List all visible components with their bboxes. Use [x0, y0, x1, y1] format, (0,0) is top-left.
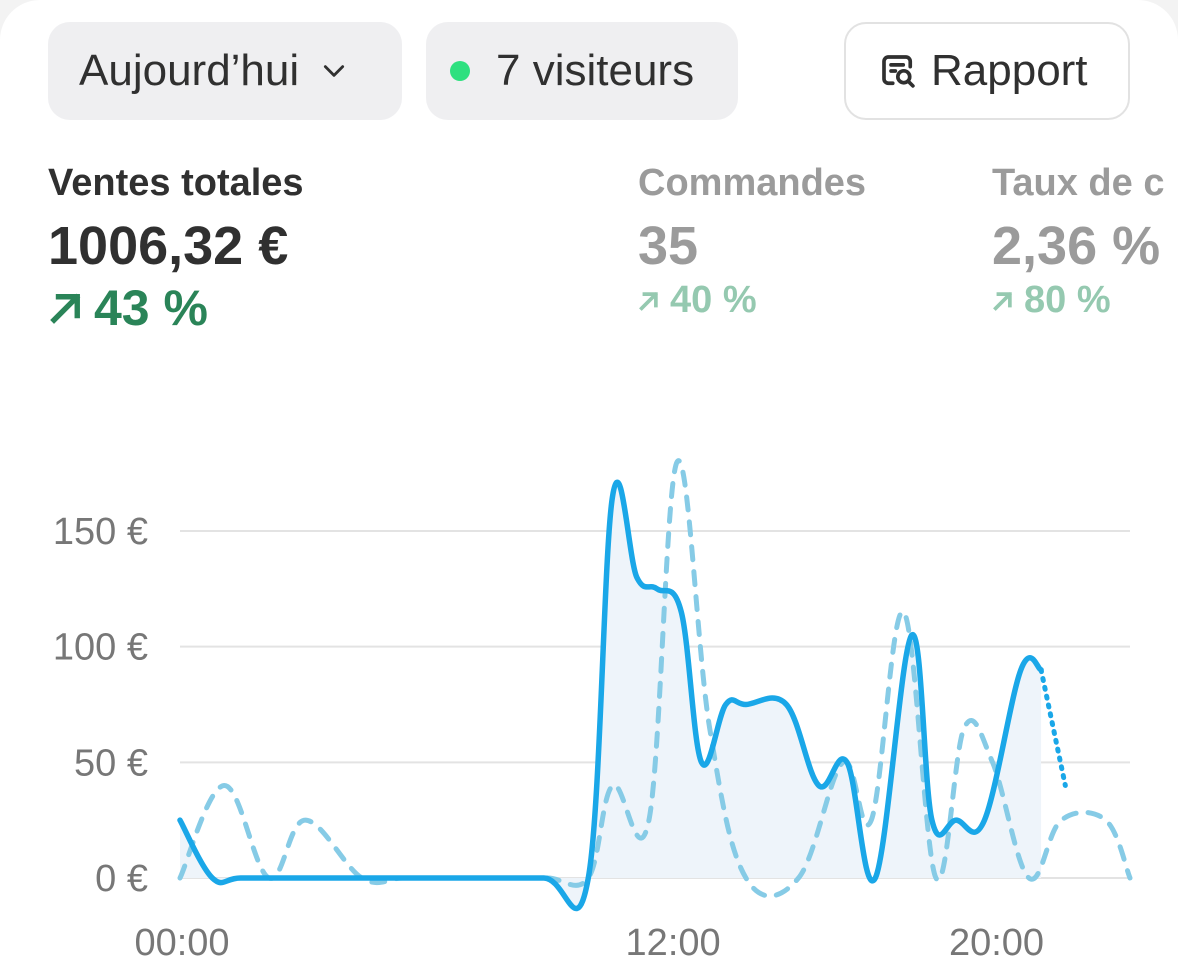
metric-value: 1006,32 € [48, 216, 289, 276]
metric-change: 43 % [48, 279, 304, 337]
metric-change-value: 43 % [94, 280, 208, 336]
projection-line [1038, 667, 1068, 788]
x-tick-label: 20:00 [949, 922, 1044, 960]
metric-change: 80 % [992, 279, 1164, 322]
chevron-down-icon [324, 65, 345, 77]
y-tick-label: 0 € [95, 858, 148, 900]
sales-chart[interactable]: 150 € 100 € 50 € 0 € 00:00 12:00 20:00 [0, 440, 1178, 960]
metric-change-value: 40 % [670, 279, 757, 321]
metric-total-sales[interactable]: Ventes totales 1006,32 € 43 % [48, 162, 304, 337]
x-tick-label: 12:00 [626, 922, 721, 960]
date-filter-dropdown[interactable]: Aujourd’hui [48, 22, 402, 120]
report-button-label: Rapport [931, 46, 1088, 95]
visitors-count: 7 visiteurs [496, 46, 695, 95]
y-tick-label: 100 € [53, 627, 148, 669]
x-tick-label: 00:00 [134, 922, 229, 960]
metric-value: 35 [638, 216, 699, 276]
arrow-up-right-icon [639, 291, 659, 311]
metric-conversion-rate[interactable]: Taux de c 2,36 % 80 % [992, 162, 1164, 322]
metric-label: Commandes [638, 162, 867, 204]
arrow-up-right-icon [993, 291, 1013, 311]
metric-orders[interactable]: Commandes 35 40 % [638, 162, 866, 322]
metric-value: 2,36 % [992, 216, 1161, 276]
live-visitors-badge[interactable]: 7 visiteurs [426, 22, 738, 120]
metric-change-value: 80 % [1024, 279, 1111, 321]
previous-period-line [177, 458, 1133, 899]
arrow-up-right-icon [50, 293, 81, 324]
metric-label: Taux de c [992, 162, 1165, 204]
y-tick-label: 50 € [74, 742, 148, 784]
y-tick-label: 150 € [53, 511, 148, 553]
date-filter-label: Aujourd’hui [79, 46, 300, 95]
metric-label: Ventes totales [48, 162, 304, 204]
report-button[interactable]: Rapport [844, 22, 1130, 120]
current-period-line [177, 479, 1044, 912]
report-search-icon [882, 55, 915, 88]
live-dot-icon [450, 61, 470, 81]
metric-change: 40 % [638, 279, 866, 322]
